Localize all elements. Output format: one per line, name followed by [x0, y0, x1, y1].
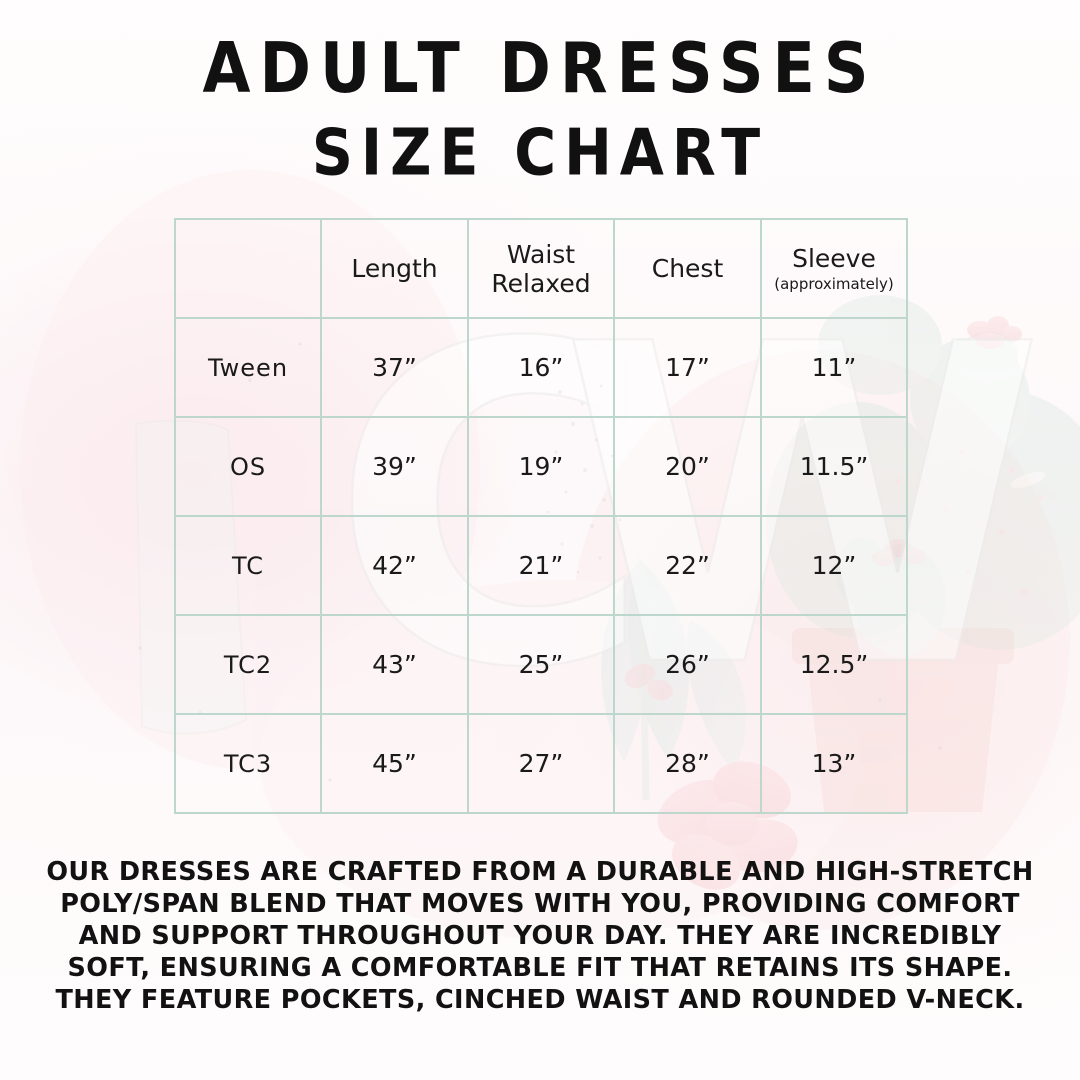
fabric-description-note: OUR DRESSES ARE CRAFTED FROM A DURABLE A… [46, 857, 1034, 1015]
row-label-os: OS [174, 416, 322, 517]
column-header-sleeve-sublabel: (approximately) [774, 275, 894, 293]
table-row: TC 42” 21” 22” 12” [174, 515, 908, 616]
cell-os-sleeve: 11.5” [760, 416, 908, 517]
row-label-tween: Tween [174, 317, 322, 418]
table-row: Tween 37” 16” 17” 11” [174, 317, 908, 418]
cell-tween-sleeve: 11” [760, 317, 908, 418]
column-header-sleeve: Sleeve (approximately) [760, 218, 908, 319]
page-title-line-2: SIZE CHART [311, 116, 769, 191]
row-label-tc2: TC2 [174, 614, 322, 715]
table-row: TC3 45” 27” 28” 13” [174, 713, 908, 814]
column-header-waist-relaxed-label: Waist Relaxed [491, 239, 591, 298]
cell-tween-waist: 16” [467, 317, 615, 418]
cell-tc2-waist: 25” [467, 614, 615, 715]
column-header-waist-relaxed: Waist Relaxed [467, 218, 615, 319]
cell-tc3-sleeve: 13” [760, 713, 908, 814]
column-header-sleeve-label: Sleeve [792, 244, 876, 273]
size-chart-table: Length Waist Relaxed Chest Sleeve (approx… [174, 218, 908, 814]
cell-tc2-sleeve: 12.5” [760, 614, 908, 715]
cell-tc2-length: 43” [320, 614, 469, 715]
cell-tc-sleeve: 12” [760, 515, 908, 616]
page-title-block: ADULT DRESSES SIZE CHART [0, 27, 1080, 185]
cell-tc2-chest: 26” [613, 614, 762, 715]
cell-tc-chest: 22” [613, 515, 762, 616]
cell-tc-length: 42” [320, 515, 469, 616]
cell-os-length: 39” [320, 416, 469, 517]
cell-tween-length: 37” [320, 317, 469, 418]
column-header-length-label: Length [351, 254, 438, 283]
column-header-chest-label: Chest [651, 254, 724, 283]
table-header-row: Length Waist Relaxed Chest Sleeve (approx… [174, 218, 908, 319]
cell-os-chest: 20” [613, 416, 762, 517]
cell-tc-waist: 21” [467, 515, 615, 616]
cell-tc3-waist: 27” [467, 713, 615, 814]
cell-tc3-chest: 28” [613, 713, 762, 814]
cell-tween-chest: 17” [613, 317, 762, 418]
table-corner-cell [174, 218, 322, 319]
page-title-line-1: ADULT DRESSES [202, 27, 878, 110]
cell-os-waist: 19” [467, 416, 615, 517]
table-row: OS 39” 19” 20” 11.5” [174, 416, 908, 517]
table-row: TC2 43” 25” 26” 12.5” [174, 614, 908, 715]
row-label-tc3: TC3 [174, 713, 322, 814]
row-label-tc: TC [174, 515, 322, 616]
cell-tc3-length: 45” [320, 713, 469, 814]
column-header-length: Length [320, 218, 469, 319]
size-chart-table-wrap: Length Waist Relaxed Chest Sleeve (approx… [174, 218, 908, 814]
column-header-chest: Chest [613, 218, 762, 319]
